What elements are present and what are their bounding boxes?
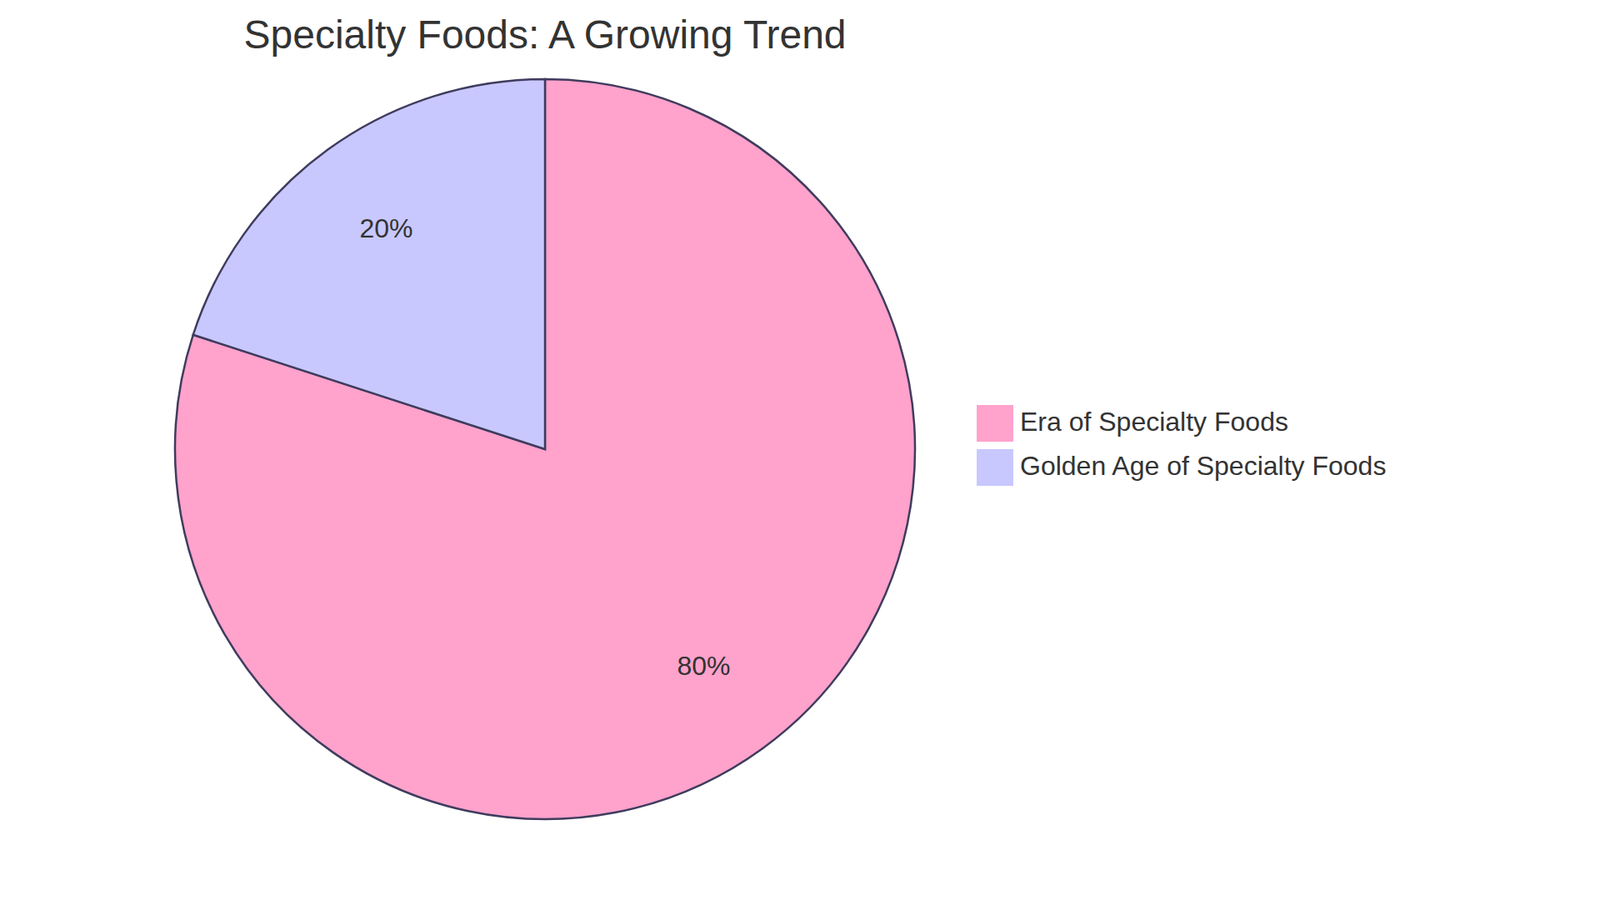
legend: Era of Specialty Foods Golden Age of Spec… [976, 405, 1386, 486]
legend-label: Era of Specialty Foods [1020, 406, 1289, 437]
data-label: 20% [359, 213, 413, 244]
slice [175, 79, 915, 820]
data-labels: 80% 20% [359, 213, 730, 680]
data-label: 80% [676, 650, 730, 681]
legend-swatch [976, 449, 1014, 486]
title: Specialty Foods: A Growing Trend [243, 12, 846, 57]
slices [175, 79, 915, 820]
legend-swatch [976, 405, 1014, 442]
chart: Specialty Foods: A Growing Trend 80% 20% Er… [0, 0, 1600, 900]
slice [193, 79, 545, 450]
legend-label: Golden Age of Specialty Foods [1020, 450, 1386, 481]
